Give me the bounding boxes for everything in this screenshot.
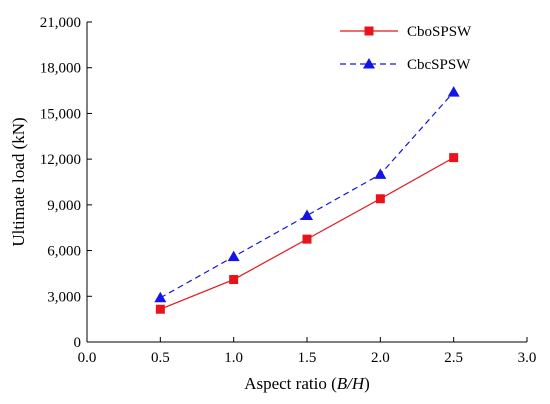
y-tick-label: 18,000 — [40, 61, 81, 77]
data-point-CboSPSW — [375, 194, 385, 204]
data-point-CbcSPSW — [301, 209, 313, 221]
legend-marker-CboSPSW — [364, 26, 374, 36]
x-axis-title: Aspect ratio (B/H) — [244, 374, 370, 393]
legend-label-CbcSPSW: CbcSPSW — [407, 57, 471, 73]
series-CbcSPSW — [154, 86, 460, 303]
x-axis-title-italic: B/H — [337, 374, 366, 393]
x-tick-label: 1.5 — [298, 350, 317, 366]
data-point-CbcSPSW — [374, 168, 387, 179]
y-tick-label: 9,000 — [47, 198, 81, 214]
legend-label-CboSPSW: CboSPSW — [407, 24, 472, 40]
y-tick-label: 12,000 — [40, 152, 81, 168]
x-axis-ticks: 0.0 0.5 1.0 1.5 2.0 2.5 3.0 — [78, 337, 537, 366]
legend: CboSPSW CbcSPSW — [340, 24, 472, 73]
series-line-CboSPSW — [160, 157, 454, 310]
series-layer — [154, 86, 460, 314]
x-tick-label: 1.0 — [224, 350, 243, 366]
x-tick-label: 2.0 — [371, 350, 390, 366]
series-line-CbcSPSW — [160, 91, 455, 299]
y-tick-label: 0 — [74, 335, 82, 351]
x-tick-label: 2.5 — [444, 350, 463, 366]
x-axis-title-prefix: Aspect ratio ( — [244, 374, 337, 393]
x-tick-label: 0.5 — [151, 350, 170, 366]
series-CboSPSW — [155, 153, 459, 314]
data-point-CbcSPSW — [447, 86, 460, 97]
y-axis-title: Ultimate load (kN) — [9, 117, 28, 246]
x-tick-label: 3.0 — [518, 350, 537, 366]
data-point-CboSPSW — [229, 275, 239, 285]
data-point-CboSPSW — [302, 234, 312, 244]
data-point-CboSPSW — [155, 304, 165, 314]
data-point-CbcSPSW — [154, 291, 167, 303]
y-axis-ticks: 0 3,000 6,000 9,000 12,000 15,000 18,000 21,000 — [40, 15, 92, 351]
x-axis-title-suffix: ) — [364, 374, 370, 393]
x-tick-label: 0.0 — [78, 350, 97, 366]
legend-marker-CbcSPSW — [363, 58, 375, 69]
y-tick-label: 3,000 — [47, 289, 81, 305]
data-point-CbcSPSW — [227, 250, 240, 262]
y-tick-label: 6,000 — [47, 244, 81, 260]
y-tick-label: 21,000 — [40, 15, 81, 31]
y-tick-label: 15,000 — [40, 106, 81, 122]
data-point-CboSPSW — [449, 153, 459, 163]
